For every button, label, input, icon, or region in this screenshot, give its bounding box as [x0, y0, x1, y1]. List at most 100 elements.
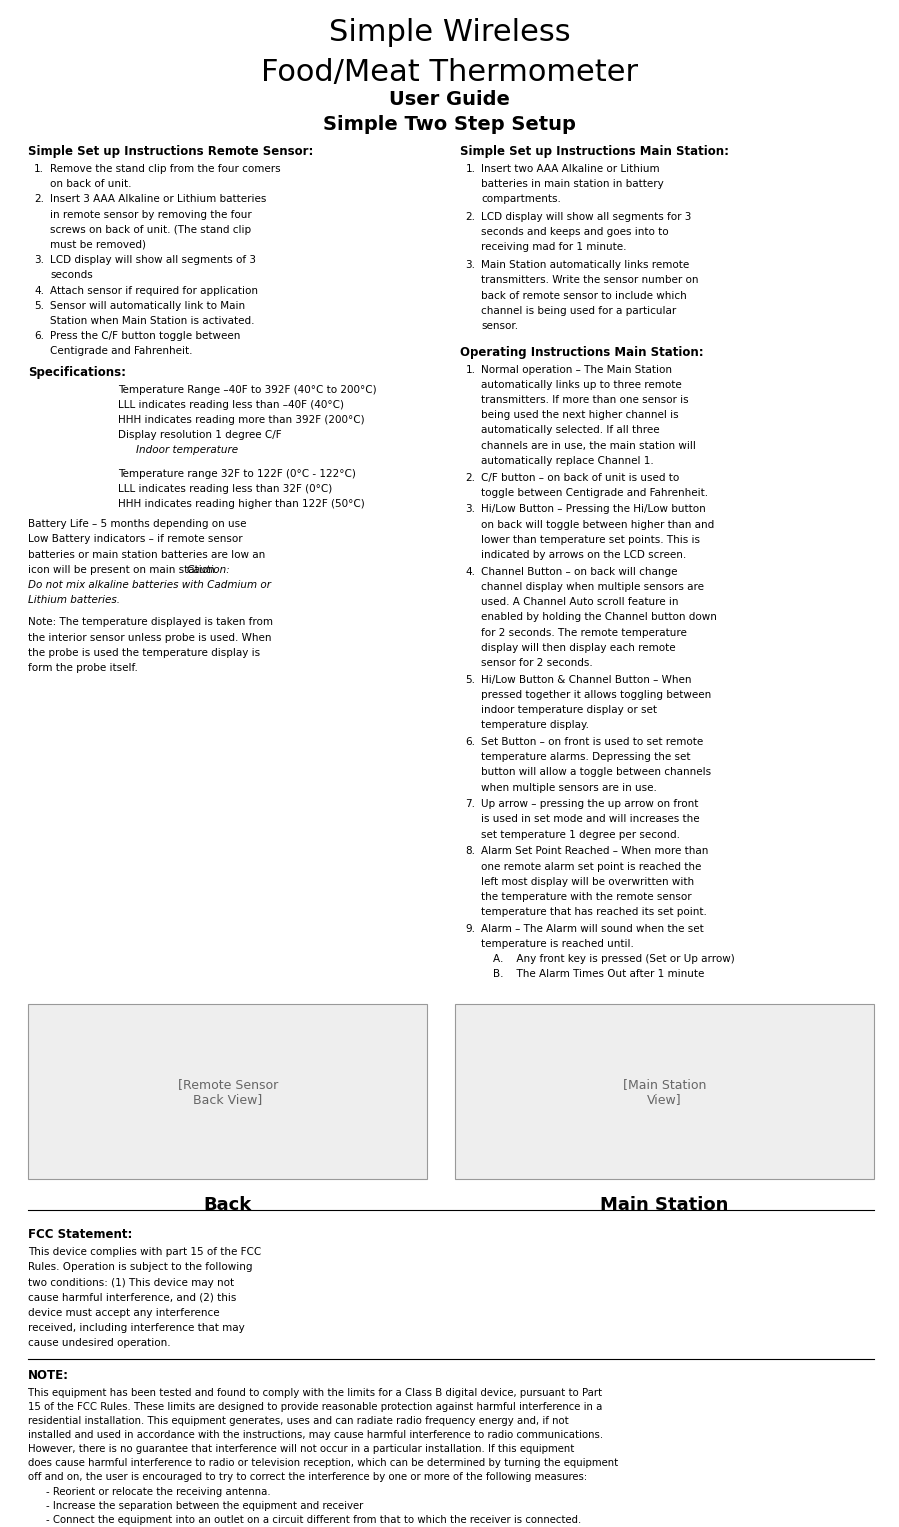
Text: automatically selected. If all three: automatically selected. If all three — [482, 426, 660, 435]
Text: used. A Channel Auto scroll feature in: used. A Channel Auto scroll feature in — [482, 597, 679, 608]
Text: However, there is no guarantee that interference will not occur in a particular : However, there is no guarantee that inte… — [28, 1445, 574, 1454]
Text: the probe is used the temperature display is: the probe is used the temperature displa… — [28, 647, 260, 658]
Text: automatically replace Channel 1.: automatically replace Channel 1. — [482, 457, 654, 466]
Text: when multiple sensors are in use.: when multiple sensors are in use. — [482, 783, 657, 793]
Text: Display resolution 1 degree C/F: Display resolution 1 degree C/F — [118, 431, 281, 440]
Text: being used the next higher channel is: being used the next higher channel is — [482, 411, 679, 420]
Text: received, including interference that may: received, including interference that ma… — [28, 1324, 245, 1333]
Text: channel display when multiple sensors are: channel display when multiple sensors ar… — [482, 582, 705, 592]
Text: User Guide: User Guide — [389, 90, 510, 108]
Text: Lithium batteries.: Lithium batteries. — [28, 596, 120, 605]
Text: batteries or main station batteries are low an: batteries or main station batteries are … — [28, 550, 265, 559]
Text: Caution:: Caution: — [186, 565, 230, 574]
Text: sensor for 2 seconds.: sensor for 2 seconds. — [482, 658, 593, 667]
Text: temperature is reached until.: temperature is reached until. — [482, 939, 635, 950]
Text: Temperature Range –40F to 392F (40°C to 200°C): Temperature Range –40F to 392F (40°C to … — [118, 385, 377, 394]
Text: Low Battery indicators – if remote sensor: Low Battery indicators – if remote senso… — [28, 534, 243, 545]
Text: Insert two AAA Alkaline or Lithium: Insert two AAA Alkaline or Lithium — [482, 163, 660, 174]
Text: C/F button – on back of unit is used to: C/F button – on back of unit is used to — [482, 472, 680, 483]
Text: the interior sensor unless probe is used. When: the interior sensor unless probe is used… — [28, 632, 271, 643]
Text: residential installation. This equipment generates, uses and can radiate radio f: residential installation. This equipment… — [28, 1416, 569, 1426]
Text: button will allow a toggle between channels: button will allow a toggle between chann… — [482, 768, 712, 777]
Text: Insert 3 AAA Alkaline or Lithium batteries: Insert 3 AAA Alkaline or Lithium batteri… — [50, 194, 266, 205]
Text: Simple Set up Instructions Remote Sensor:: Simple Set up Instructions Remote Sensor… — [28, 145, 314, 157]
Text: device must accept any interference: device must accept any interference — [28, 1309, 219, 1318]
Text: Simple Two Step Setup: Simple Two Step Setup — [323, 115, 576, 134]
Text: 6.: 6. — [466, 738, 476, 747]
Text: Main Station automatically links remote: Main Station automatically links remote — [482, 260, 690, 270]
Text: screws on back of unit. (The stand clip: screws on back of unit. (The stand clip — [50, 224, 251, 235]
Text: LCD display will show all segments for 3: LCD display will show all segments for 3 — [482, 212, 692, 221]
Text: Simple Wireless: Simple Wireless — [329, 18, 570, 47]
Text: 5.: 5. — [34, 301, 44, 312]
Text: 5.: 5. — [466, 675, 476, 684]
Text: Alarm Set Point Reached – When more than: Alarm Set Point Reached – When more than — [482, 846, 709, 857]
Text: 1.: 1. — [34, 163, 44, 174]
Text: Normal operation – The Main Station: Normal operation – The Main Station — [482, 365, 672, 374]
Text: on back will toggle between higher than and: on back will toggle between higher than … — [482, 519, 715, 530]
Text: on back of unit.: on back of unit. — [50, 179, 131, 189]
Text: one remote alarm set point is reached the: one remote alarm set point is reached th… — [482, 861, 702, 872]
Text: indicated by arrows on the LCD screen.: indicated by arrows on the LCD screen. — [482, 550, 687, 560]
Text: Do not mix alkaline batteries with Cadmium or: Do not mix alkaline batteries with Cadmi… — [28, 580, 271, 589]
Text: cause undesired operation.: cause undesired operation. — [28, 1338, 171, 1348]
Text: This equipment has been tested and found to comply with the limits for a Class B: This equipment has been tested and found… — [28, 1388, 602, 1397]
Text: Food/Meat Thermometer: Food/Meat Thermometer — [261, 58, 638, 87]
Text: 3.: 3. — [466, 504, 476, 515]
Text: 6.: 6. — [34, 331, 44, 341]
Text: 1.: 1. — [466, 365, 476, 374]
Text: seconds: seconds — [50, 270, 93, 281]
Text: 3.: 3. — [34, 255, 44, 266]
Text: Temperature range 32F to 122F (0°C - 122°C): Temperature range 32F to 122F (0°C - 122… — [118, 469, 356, 478]
Text: automatically links up to three remote: automatically links up to three remote — [482, 380, 682, 389]
Text: Operating Instructions Main Station:: Operating Instructions Main Station: — [459, 345, 703, 359]
Text: NOTE:: NOTE: — [28, 1368, 69, 1382]
Bar — [28, 1005, 428, 1179]
Text: back of remote sensor to include which: back of remote sensor to include which — [482, 290, 687, 301]
Text: A.    Any front key is pressed (Set or Up arrow): A. Any front key is pressed (Set or Up a… — [494, 954, 735, 964]
Text: sensor.: sensor. — [482, 321, 519, 331]
Text: Attach sensor if required for application: Attach sensor if required for applicatio… — [50, 286, 258, 296]
Text: Channel Button – on back will change: Channel Button – on back will change — [482, 567, 678, 577]
Text: is used in set mode and will increases the: is used in set mode and will increases t… — [482, 814, 700, 825]
Text: temperature alarms. Depressing the set: temperature alarms. Depressing the set — [482, 753, 691, 762]
Text: transmitters. Write the sensor number on: transmitters. Write the sensor number on — [482, 275, 699, 286]
Text: Hi/Low Button – Pressing the Hi/Low button: Hi/Low Button – Pressing the Hi/Low butt… — [482, 504, 707, 515]
Text: cause harmful interference, and (2) this: cause harmful interference, and (2) this — [28, 1293, 236, 1303]
Text: Hi/Low Button & Channel Button – When: Hi/Low Button & Channel Button – When — [482, 675, 692, 684]
Text: channels are in use, the main station will: channels are in use, the main station wi… — [482, 441, 697, 450]
Text: LCD display will show all segments of 3: LCD display will show all segments of 3 — [50, 255, 256, 266]
Text: 3.: 3. — [466, 260, 476, 270]
Text: LLL indicates reading less than 32F (0°C): LLL indicates reading less than 32F (0°C… — [118, 484, 333, 493]
Text: two conditions: (1) This device may not: two conditions: (1) This device may not — [28, 1278, 234, 1287]
Text: channel is being used for a particular: channel is being used for a particular — [482, 305, 677, 316]
Text: Centigrade and Fahrenheit.: Centigrade and Fahrenheit. — [50, 347, 192, 356]
Text: must be removed): must be removed) — [50, 240, 146, 250]
Text: toggle between Centigrade and Fahrenheit.: toggle between Centigrade and Fahrenheit… — [482, 487, 708, 498]
Text: temperature display.: temperature display. — [482, 721, 590, 730]
Text: 4.: 4. — [34, 286, 44, 296]
Text: lower than temperature set points. This is: lower than temperature set points. This … — [482, 534, 700, 545]
Text: compartments.: compartments. — [482, 194, 561, 205]
Text: This device complies with part 15 of the FCC: This device complies with part 15 of the… — [28, 1248, 262, 1257]
Text: FCC Statement:: FCC Statement: — [28, 1228, 132, 1241]
Text: 1.: 1. — [466, 163, 476, 174]
Text: receiving mad for 1 minute.: receiving mad for 1 minute. — [482, 243, 627, 252]
Text: for 2 seconds. The remote temperature: for 2 seconds. The remote temperature — [482, 628, 688, 638]
Text: seconds and keeps and goes into to: seconds and keeps and goes into to — [482, 228, 669, 237]
Text: Specifications:: Specifications: — [28, 365, 126, 379]
Text: B.    The Alarm Times Out after 1 minute: B. The Alarm Times Out after 1 minute — [494, 970, 705, 979]
Text: Up arrow – pressing the up arrow on front: Up arrow – pressing the up arrow on fron… — [482, 799, 699, 809]
Text: Sensor will automatically link to Main: Sensor will automatically link to Main — [50, 301, 245, 312]
Text: 15 of the FCC Rules. These limits are designed to provide reasonable protection : 15 of the FCC Rules. These limits are de… — [28, 1402, 602, 1412]
Text: LLL indicates reading less than –40F (40°C): LLL indicates reading less than –40F (40… — [118, 400, 344, 409]
Text: Main Station: Main Station — [600, 1196, 728, 1214]
Text: Note: The temperature displayed is taken from: Note: The temperature displayed is taken… — [28, 617, 273, 628]
Text: 4.: 4. — [466, 567, 476, 577]
Text: - Increase the separation between the equipment and receiver: - Increase the separation between the eq… — [46, 1501, 363, 1510]
Text: Back: Back — [204, 1196, 252, 1214]
Text: HHH indicates reading higher than 122F (50°C): HHH indicates reading higher than 122F (… — [118, 499, 365, 508]
Text: [Main Station
View]: [Main Station View] — [623, 1078, 706, 1106]
Text: Rules. Operation is subject to the following: Rules. Operation is subject to the follo… — [28, 1263, 253, 1272]
Text: Simple Set up Instructions Main Station:: Simple Set up Instructions Main Station: — [459, 145, 728, 157]
